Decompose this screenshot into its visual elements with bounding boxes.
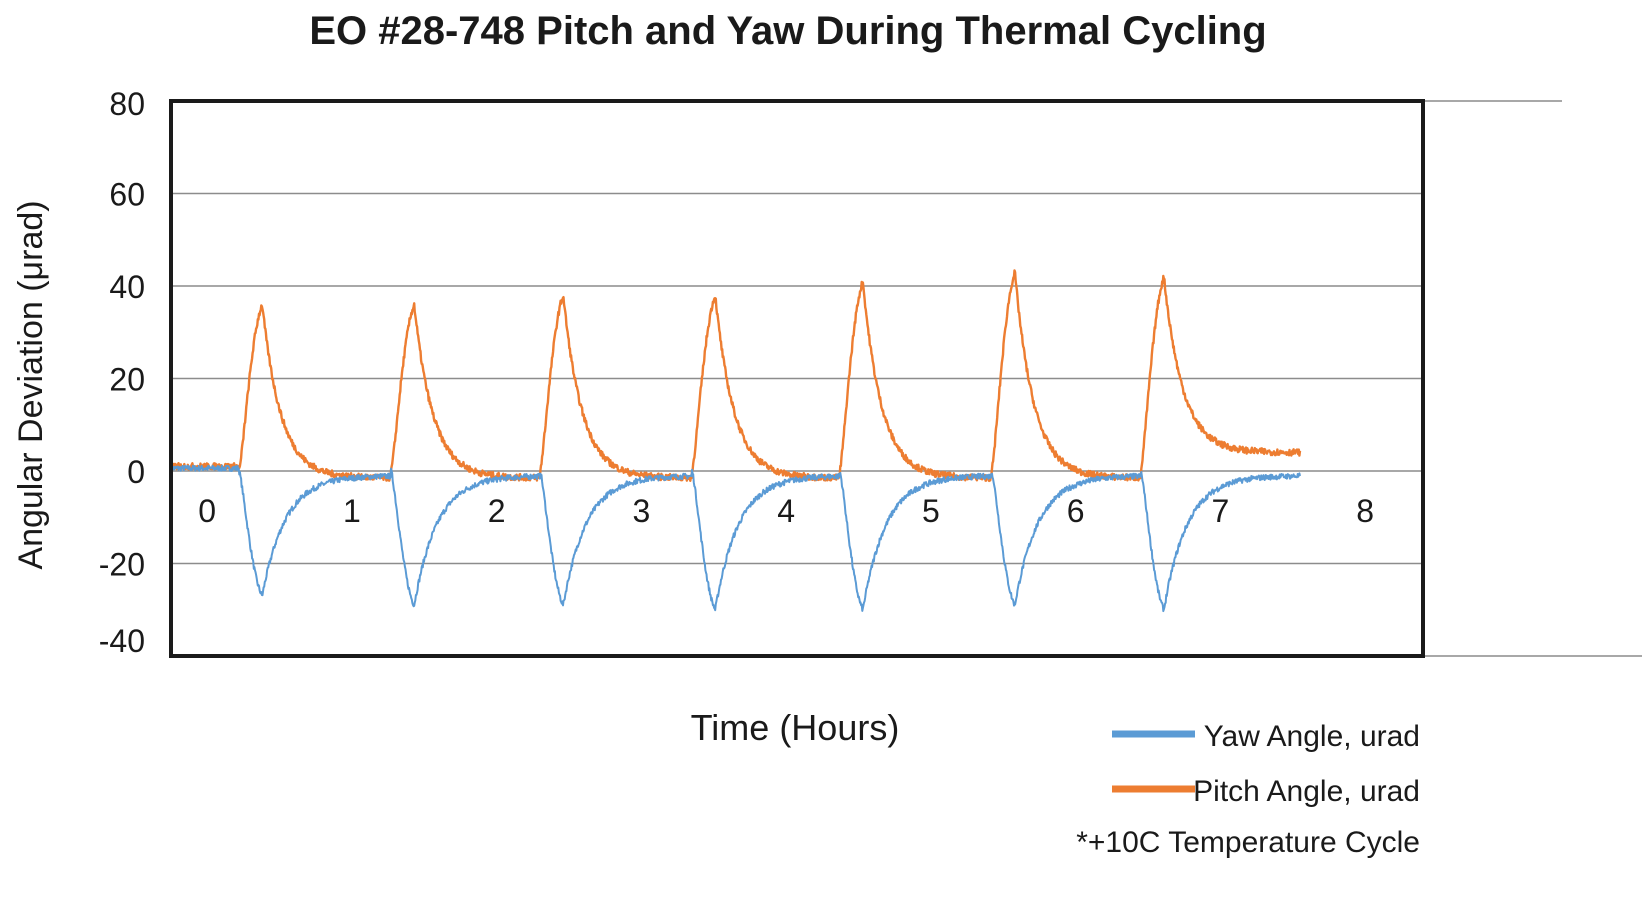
grid-lines [171,100,1642,657]
x-tick-label: 6 [1067,493,1085,529]
x-tick-label: 5 [922,493,940,529]
series-line-yaw [170,464,1301,613]
x-axis-label: Time (Hours) [691,707,900,748]
legend-label-yaw: Yaw Angle, urad [1204,720,1420,753]
x-axis-ticks: 0 1 2 3 4 5 6 7 8 [198,493,1374,529]
x-tick-label: 3 [633,493,651,529]
x-tick-label: 2 [488,493,506,529]
legend: Yaw Angle, urad Pitch Angle, urad *+10C … [1076,720,1420,859]
legend-label-pitch: Pitch Angle, urad [1193,775,1420,808]
temperature-cycle-note: *+10C Temperature Cycle [1076,826,1420,859]
y-tick-label: 40 [109,269,145,305]
x-tick-label: 4 [777,493,795,529]
y-tick-label: 80 [109,86,145,122]
x-tick-label: 1 [343,493,361,529]
plot-frame [169,99,1425,658]
series-line-pitch [169,269,1302,483]
x-tick-label: 0 [198,493,216,529]
y-tick-label: 60 [109,177,145,213]
x-tick-label: 7 [1211,493,1229,529]
y-axis-ticks: 80 60 40 20 0 -20 -40 [99,86,145,659]
x-tick-label: 8 [1356,493,1374,529]
y-tick-label: 20 [109,362,145,398]
chart-title: EO #28-748 Pitch and Yaw During Thermal … [309,9,1266,53]
y-tick-label: -20 [99,547,145,583]
y-tick-label: 0 [127,454,145,490]
y-axis-label: Angular Deviation (μrad) [12,200,50,569]
y-tick-label: -40 [99,623,145,659]
